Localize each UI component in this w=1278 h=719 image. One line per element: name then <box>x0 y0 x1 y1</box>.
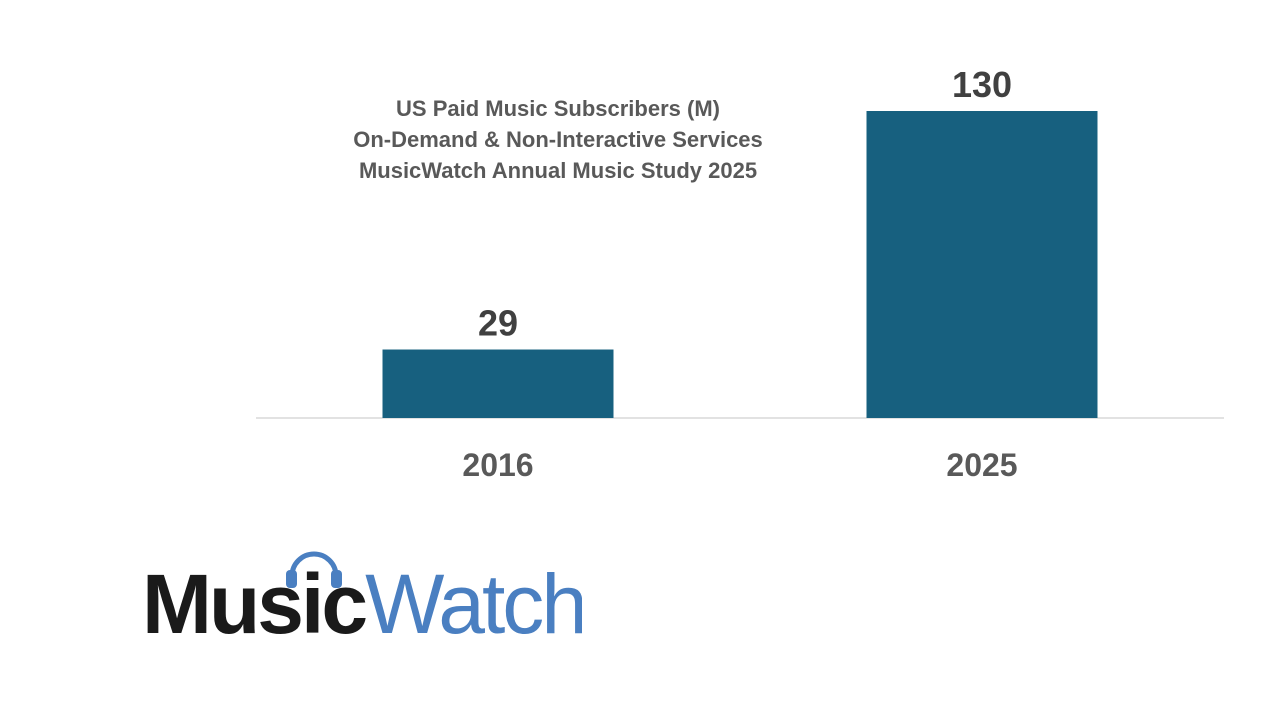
x-tick-label-2025: 2025 <box>946 447 1017 483</box>
chart-title-line-3: MusicWatch Annual Music Study 2025 <box>358 158 758 183</box>
logo-text-music: Music <box>142 557 366 642</box>
logo-text: MusicWatch <box>142 557 582 642</box>
chart-title: US Paid Music Subscribers (M) On-Demand … <box>300 93 816 186</box>
headphones-icon <box>286 551 342 588</box>
chart-title-line-2: On-Demand & Non-Interactive Services <box>353 127 763 152</box>
data-label-2025: 130 <box>952 64 1012 105</box>
x-tick-label-2016: 2016 <box>462 447 533 483</box>
bar-2025 <box>866 111 1098 418</box>
bar-2016 <box>382 349 614 418</box>
data-label-2016: 29 <box>478 303 518 344</box>
chart-title-line-1: US Paid Music Subscribers (M) <box>396 96 720 121</box>
logo-text-watch: Watch <box>365 557 582 642</box>
